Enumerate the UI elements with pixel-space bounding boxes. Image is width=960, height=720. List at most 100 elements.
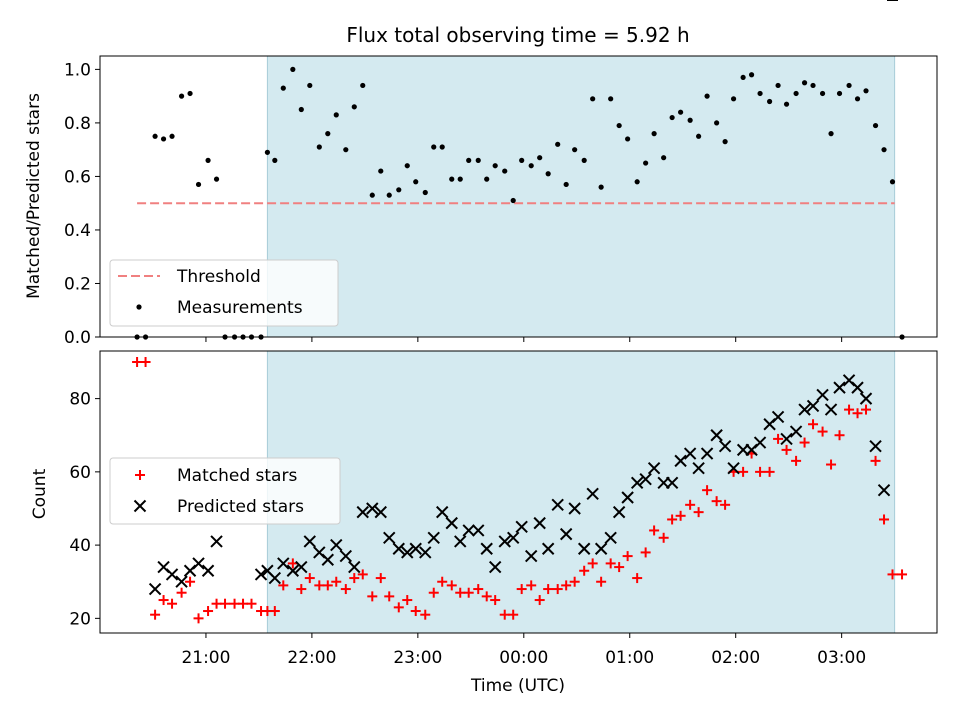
cross-b [674,454,687,468]
cross-b [780,432,793,446]
predicted-point [392,542,405,555]
predicted-point [348,560,361,574]
predicted-point [277,557,290,570]
measurement-point [783,101,790,107]
matched-point [808,419,819,430]
matched-point [132,356,143,367]
predicted-point [268,571,282,585]
matched-point [304,573,315,584]
matched-point [561,580,572,591]
matched-point [720,499,731,510]
predicted-point [647,461,661,475]
top-y-tick-label: 0.6 [64,167,91,187]
matched-point [552,584,563,595]
matched-point [667,514,678,525]
predicted-point [356,505,369,519]
measurement-point [872,122,879,129]
matched-point [569,576,580,587]
cross-b [436,505,449,519]
cross-b [472,524,485,537]
bottom-y-tick-label: 40 [69,536,91,556]
cross-b [515,520,528,533]
measurement-point [492,163,498,169]
legend-x-marker [133,499,147,513]
legend-matched-swatch [135,470,145,480]
measurement-point [519,157,525,163]
predicted-point [436,505,449,519]
x-tick-label: 03:00 [817,648,866,668]
predicted-point [409,542,422,555]
measurement-point [404,163,410,169]
predicted-point [533,516,546,530]
predicted-point [789,425,803,438]
measurement-point [264,149,270,155]
measurement-point [757,90,763,97]
predicted-point [366,502,379,515]
predicted-point [286,564,300,577]
matched-point [437,576,448,587]
predicted-point [515,520,528,533]
matched-point [764,466,775,477]
measurement-point [748,72,755,78]
bottom-x-ticks: 21:00 22:00 23:00 00:00 01:00 02:00 03:00 [181,633,866,668]
matched-point [455,587,466,598]
cross-b [506,531,520,544]
measurement-point [625,136,631,142]
measurement-point [449,176,455,182]
predicted-point [824,403,838,416]
cross-b [612,505,626,519]
measurement-point [510,197,516,204]
measurement-point [563,181,569,188]
predicted-point [674,454,687,468]
predicted-point [551,498,564,512]
matched-point [605,558,616,569]
x-tick-label: 00:00 [499,648,548,668]
matched-point [870,455,881,466]
matched-point [158,595,169,606]
predicted-point [851,381,864,394]
measurement-point [616,122,622,129]
cross-b [356,505,369,519]
matched-point [322,580,333,591]
cross-b [771,410,785,424]
predicted-point [604,531,617,544]
predicted-point [577,542,591,555]
predicted-point [594,542,608,555]
measurement-point [889,179,896,185]
predicted-point [525,549,538,563]
cross-b [419,546,432,559]
measurement-point [298,106,304,113]
matched-point [185,576,196,587]
predicted-point [321,553,334,566]
observing-window-bottom [266,350,896,634]
predicted-point [639,472,652,486]
matched-point [826,459,837,470]
cross-b [454,535,467,548]
matched-point [543,584,554,595]
cross-b [409,542,422,555]
predicted-point [568,502,581,515]
measurement-point [195,181,202,188]
predicted-point [472,524,485,537]
predicted-point [612,505,626,519]
legend-measurements-label: Measurements [177,298,303,318]
cross-b [498,535,511,548]
predicted-point [374,505,387,519]
predicted-point [254,568,268,581]
predicted-point [330,538,343,552]
matched-point [140,356,151,367]
cross-b [401,546,414,559]
cross-b [842,374,856,387]
cross-b [339,549,353,563]
matched-point [516,584,527,595]
measurement-point [439,144,445,150]
matched-point [579,565,590,576]
cross-b [692,461,705,475]
cross-b [133,499,147,513]
measurement-point [316,144,322,150]
measurement-point [687,117,693,123]
matched-point [349,573,360,584]
top-legend-box [109,259,339,327]
cross-b [254,568,268,581]
